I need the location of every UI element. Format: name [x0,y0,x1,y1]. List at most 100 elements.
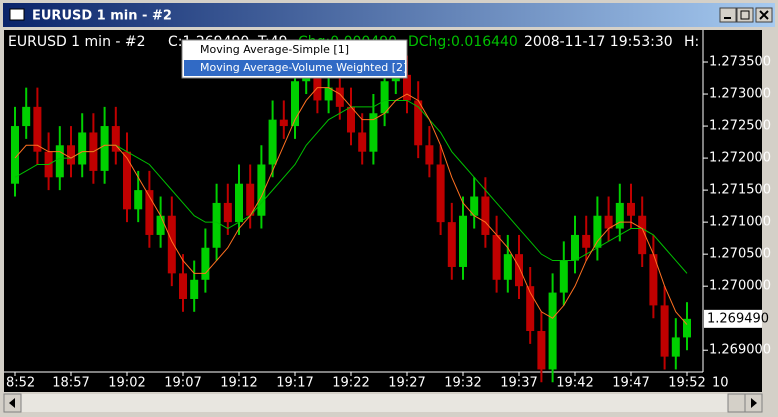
y-tick-label: 1.271500 [709,183,771,198]
x-tick-label: 19:02 [108,376,145,391]
x-tick-label: 19:07 [164,376,201,391]
candle-body [212,202,221,248]
candle-body [671,337,680,357]
candle-body [515,254,523,287]
candle-body [145,190,154,235]
candle-body [447,222,456,267]
candle-body [582,234,591,248]
arrow-right [751,398,757,408]
x-tick-label: 19:37 [500,376,537,391]
scroll-track[interactable] [4,394,762,412]
y-tick-label: 1.270500 [709,247,771,262]
header-symbol: EURUSD 1 min - #2 [8,34,146,50]
candle-body [268,119,277,165]
x-tick-label: 19:52 [668,376,705,391]
maximize-button[interactable] [736,7,754,23]
y-tick-label: 1.269000 [709,343,771,358]
candle-body [111,126,120,152]
candle-body [347,106,355,133]
x-tick-label: 18:57 [52,376,89,391]
header-dchg: DChg:0.016440 [408,34,518,50]
candle-body [380,81,389,114]
candle-body [335,87,344,107]
candle-body [235,183,243,223]
candle-body [414,100,423,146]
x-tick-label: 19:47 [612,376,649,391]
title-bar [3,3,775,27]
candle-body [503,254,512,280]
candle-body [649,254,658,306]
candle-body [537,331,546,370]
current-price-box [704,309,762,328]
window-title: EURUSD 1 min - #2 [32,9,172,24]
y-tick-label: 1.271000 [709,215,771,230]
candle-body [67,145,75,165]
candle-body [123,151,131,210]
candle-body [638,215,647,255]
candle-body [324,87,333,101]
candle-body [593,215,602,248]
candle-body [257,164,266,216]
candle-body [33,106,42,152]
candle-body [358,132,367,152]
candle-body [481,196,490,235]
candle-body [134,190,143,210]
y-tick-label: 1.270000 [709,279,771,294]
candle-body [291,81,299,127]
x-tick-label: 19:22 [332,376,369,391]
candle-body [660,305,669,357]
candle-body [548,292,557,370]
close-icon [759,10,769,20]
context-menu: Moving Average-Simple [1] Moving Average… [181,39,408,79]
maximize-icon [740,10,750,20]
candle-body [604,215,613,229]
axes: 1.273500 1.273000 1.272500 1.272000 1.271500… [6,55,771,391]
y-tick-label: 1.273000 [709,87,771,102]
menu-item[interactable]: Moving Average-Simple [1] [200,43,349,56]
scroll-thumb[interactable] [727,393,746,413]
x-tick-label: 19:32 [444,376,481,391]
current-price-label: 1.269490 [707,311,769,326]
candle-body [436,164,445,223]
y-tick-label: 1.272000 [709,151,771,166]
x-tick-label: 19:42 [556,376,593,391]
candle-body [571,234,579,261]
x-tick-label: 19:27 [388,376,425,391]
x-tick-label: 19:17 [276,376,313,391]
candle-body [425,145,434,165]
candle-body [246,183,255,216]
candle-body [167,215,176,274]
candle-body [470,196,479,216]
window-buttons[interactable] [719,7,773,23]
candle-body [201,247,210,280]
y-tick-label: 1.272500 [709,119,771,134]
header-high: H: [684,34,699,50]
x-tick-label: 19:12 [220,376,257,391]
x-corner-label: 10 [712,376,729,391]
minimize-button[interactable] [719,7,737,23]
x-tick-label: 8:52 [6,376,35,391]
candle-body [156,215,165,235]
candle-body [22,106,31,127]
candle-body [459,215,467,267]
candle-body [683,318,691,338]
window-icon [9,8,25,21]
candle-body [55,145,64,178]
candle-body [559,260,568,293]
candle-body [403,74,411,101]
arrow-left [9,398,15,408]
y-tick-label: 1.273500 [709,55,771,70]
candle-body [526,286,535,332]
candle-body [627,202,635,216]
moving-average [14,87,688,325]
candle-body [369,113,378,152]
candle-body [223,202,232,223]
candle-body [279,119,288,127]
menu-item[interactable]: Moving Average-Volume Weighted [2] [200,61,407,74]
header-datetime: 2008-11-17 19:53:30 [524,34,673,50]
candle-body [190,279,199,299]
scrollbar[interactable] [3,393,763,413]
candle-body [78,132,87,165]
